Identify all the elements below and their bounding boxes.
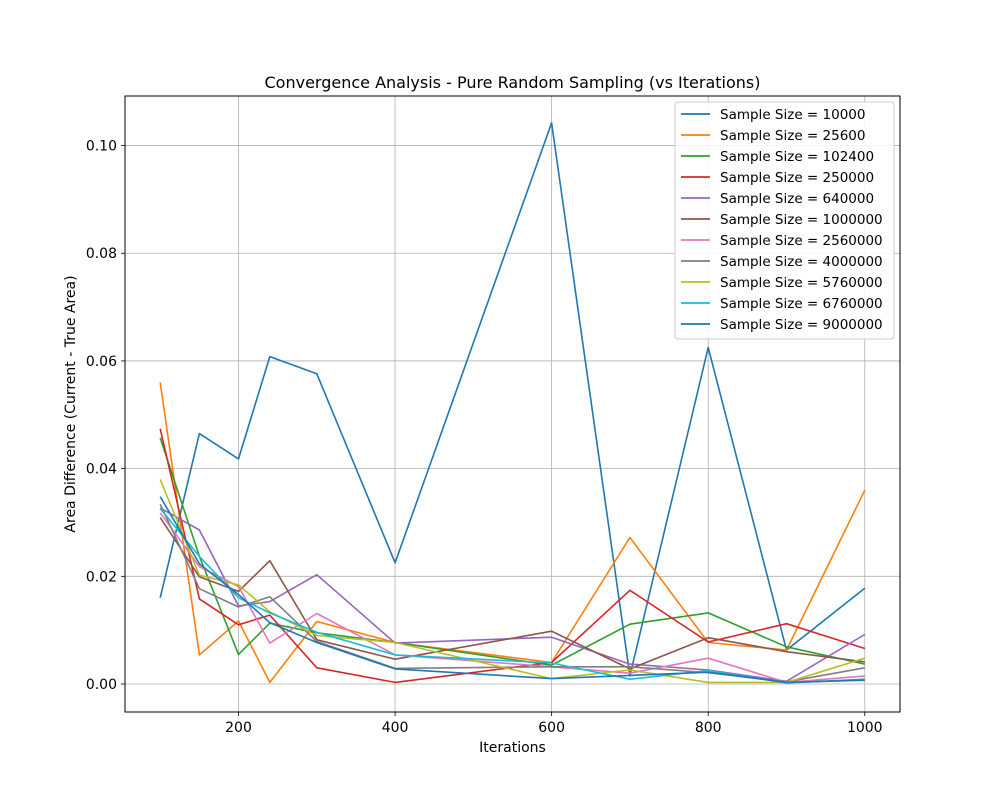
y-axis-label: Area Difference (Current - True Area) (63, 275, 79, 532)
y-tick-label: 0.06 (86, 354, 117, 370)
legend: Sample Size = 10000 Sample Size = 25600 Sa… (674, 101, 895, 340)
y-tick-label: 0.04 (86, 462, 117, 478)
y-tick-label: 0.02 (86, 569, 117, 585)
series-line-6 (159, 517, 865, 670)
legend-label: Sample Size = 25600 (720, 128, 865, 144)
legend-label: Sample Size = 9000000 (720, 317, 883, 333)
legend-label: Sample Size = 5760000 (720, 275, 883, 291)
y-tick-label: 0.10 (86, 139, 117, 155)
legend-label: Sample Size = 10000 (720, 107, 865, 123)
x-tick-label: 1000 (847, 720, 883, 736)
series-line-11 (159, 496, 865, 684)
chart-title: Convergence Analysis - Pure Random Sampl… (265, 73, 761, 92)
legend-label: Sample Size = 4000000 (720, 254, 883, 270)
series-line-9 (159, 479, 866, 684)
legend-label: Sample Size = 1000000 (720, 212, 883, 228)
y-axis-ticks: 0.00 0.02 0.04 0.06 0.08 0.10 (86, 139, 125, 693)
legend-label: Sample Size = 6760000 (720, 296, 883, 312)
x-tick-label: 200 (225, 720, 252, 736)
legend-label: Sample Size = 250000 (720, 170, 874, 186)
y-tick-label: 0.00 (86, 677, 117, 693)
x-tick-label: 800 (695, 720, 722, 736)
legend-label: Sample Size = 2560000 (720, 233, 883, 249)
x-axis-ticks: 200 400 600 800 1000 (225, 712, 883, 736)
legend-label: Sample Size = 640000 (720, 191, 874, 207)
plot-frame (124, 95, 901, 713)
y-tick-label: 0.08 (86, 246, 117, 262)
series-line-1 (159, 122, 866, 677)
x-tick-label: 400 (382, 720, 409, 736)
series-lines (159, 122, 866, 684)
x-axis-label: Iterations (479, 740, 546, 756)
x-tick-label: 600 (538, 720, 565, 736)
legend-label: Sample Size = 102400 (720, 149, 874, 165)
series-line-4 (159, 428, 866, 684)
legend-box (674, 101, 895, 340)
